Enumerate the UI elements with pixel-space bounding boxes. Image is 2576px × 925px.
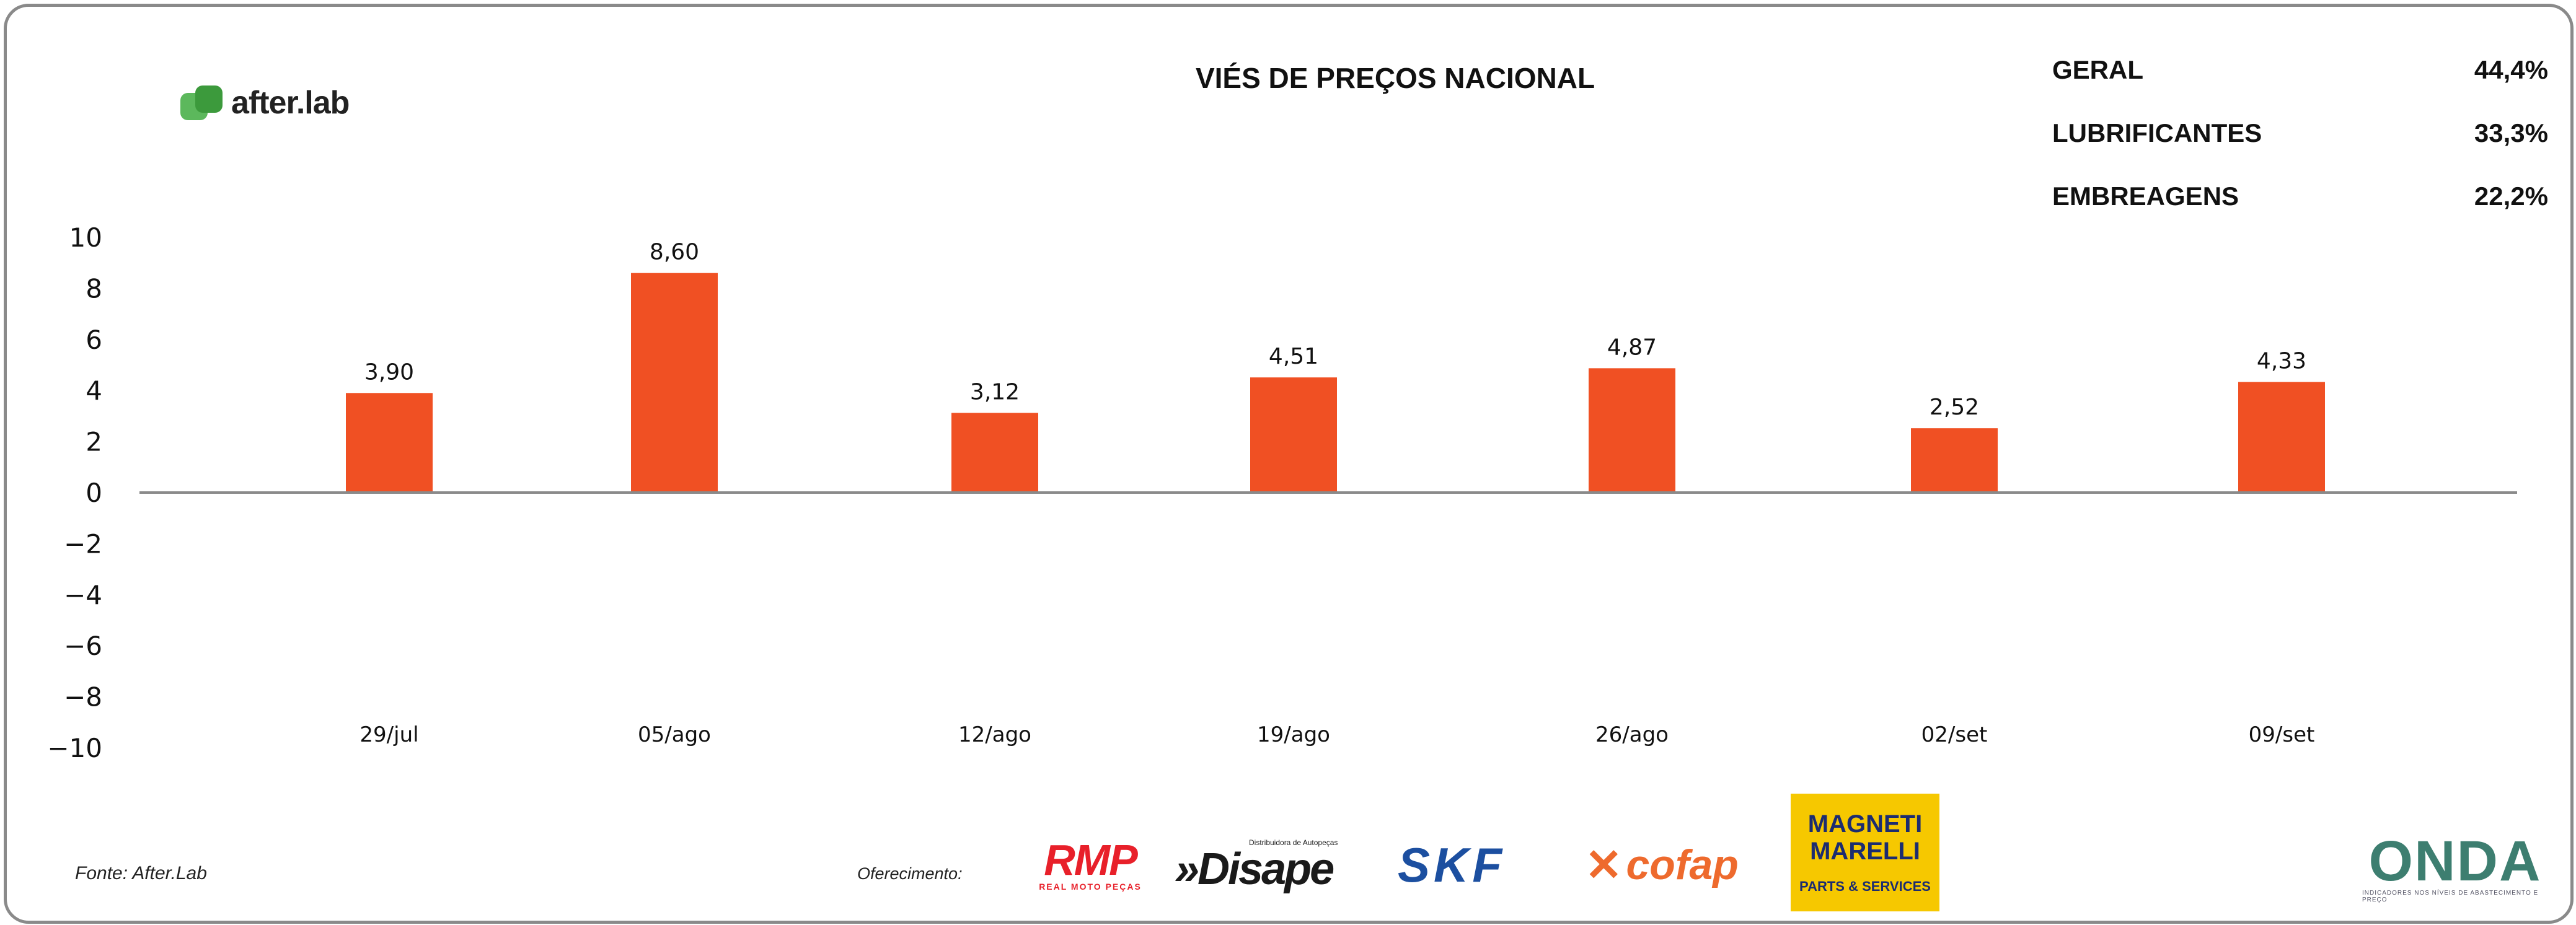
bar [631,273,718,493]
data-label: 2,52 [1930,395,1979,420]
bar [1250,377,1337,493]
x-tick-label: 12/ago [958,722,1031,747]
rmp-logo: RMP REAL MOTO PEÇAS [1028,837,1152,893]
stat-row-geral: GERAL 44,4% [2052,55,2548,118]
chart-card: after.lab VIÉS DE PREÇOS NACIONAL GERAL … [4,4,2574,924]
stats-panel: GERAL 44,4% LUBRIFICANTES 33,3% EMBREAGE… [2052,55,2548,245]
stat-value: 44,4% [2474,55,2548,84]
stat-label: EMBREAGENS [2052,182,2239,211]
x-tick-label: 05/ago [638,722,711,747]
x-tick-label: 26/ago [1595,722,1669,747]
stat-label: GERAL [2052,55,2143,84]
disape-logo-text: »Disape [1175,844,1334,894]
y-tick-label: 4 [86,375,102,406]
bar [2238,382,2325,493]
data-label: 3,90 [364,359,414,385]
magneti-marelli-logo: MAGNETI MARELLI PARTS & SERVICES [1791,794,1939,911]
onda-logo-text: ONDA [2368,830,2542,893]
data-label: 4,51 [1269,344,1318,369]
rmp-logo-text: RMP [1044,836,1138,884]
cofap-logo-text: cofap [1626,841,1739,888]
data-label: 3,12 [970,379,1020,405]
stat-row-lubrificantes: LUBRIFICANTES 33,3% [2052,118,2548,182]
y-tick-label: −6 [64,631,102,661]
source-note: Fonte: After.Lab [75,863,207,883]
y-tick-label: 0 [86,478,102,508]
magneti-tagline: PARTS & SERVICES [1799,879,1931,894]
magneti-logo-text: MAGNETI MARELLI [1807,810,1923,865]
afterlab-logo-text: after.lab [231,85,350,121]
bar-chart: 10 8 6 4 2 0 −2 −4 −6 −8 −10 3,90 29/jul 8,60 05/ago 3,… [47,222,2517,763]
stat-label: LUBRIFICANTES [2052,118,2262,147]
data-label: 4,33 [2257,349,2306,374]
y-tick-label: −10 [47,733,102,763]
y-tick-label: −4 [64,580,102,610]
bar [951,413,1038,493]
cofap-logo: ✕ cofap [1556,840,1767,890]
data-label: 4,87 [1607,335,1657,360]
rmp-tagline: REAL MOTO PEÇAS [1039,882,1142,892]
onda-logo: ONDA INDICADORES NOS NÍVEIS DE ABASTECIM… [2362,830,2548,903]
stat-value: 33,3% [2474,118,2548,147]
bar [346,393,433,493]
stat-row-embreagens: EMBREAGENS 22,2% [2052,182,2548,245]
x-tick-label: 09/set [2249,722,2315,747]
disape-tagline: Distribuidora de Autopeças [1249,838,1338,847]
x-tick-label: 29/jul [359,722,418,747]
y-tick-label: −8 [64,682,102,712]
afterlab-logo: after.lab [180,84,350,121]
x-tick-label: 19/ago [1257,722,1330,747]
bar [1589,368,1675,493]
offering-label: Oferecimento: [857,864,963,883]
y-tick-label: −2 [64,528,102,559]
afterlab-mark-icon [180,85,224,120]
stat-value: 22,2% [2474,182,2548,211]
y-tick-label: 10 [69,222,102,253]
bar [1911,428,1998,493]
y-tick-label: 2 [86,427,102,457]
onda-tagline: INDICADORES NOS NÍVEIS DE ABASTECIMENTO … [2362,890,2539,903]
cofap-mark-icon: ✕ [1585,841,1623,890]
y-tick-label: 8 [86,273,102,304]
y-tick-label: 6 [86,325,102,355]
disape-logo: Distribuidora de Autopeças »Disape [1175,837,1339,893]
skf-logo: SKF [1398,837,1506,892]
data-label: 8,60 [650,240,699,265]
x-tick-label: 02/set [1921,722,1988,747]
chart-title: VIÉS DE PREÇOS NACIONAL [1195,62,1595,94]
